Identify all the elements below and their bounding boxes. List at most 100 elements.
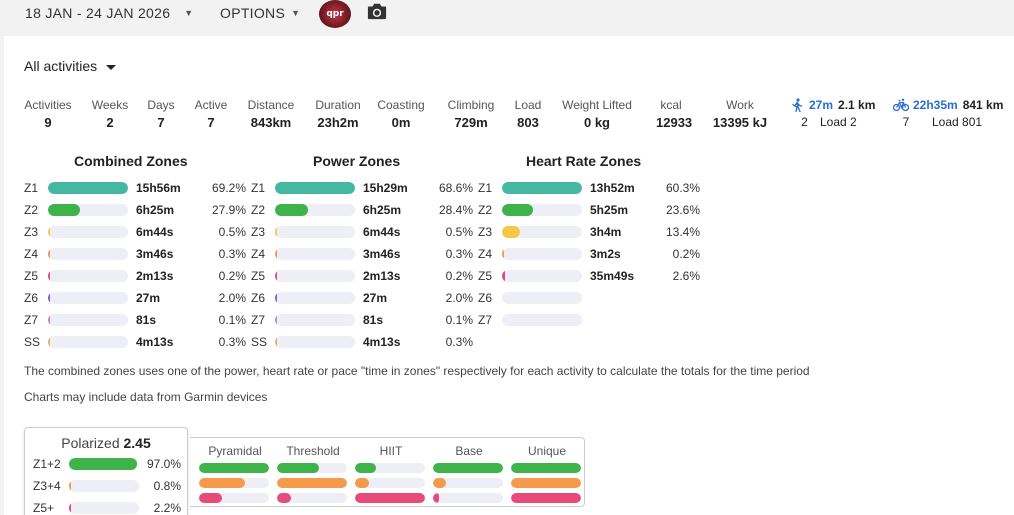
training-type-bar-fill xyxy=(355,463,376,473)
zone-bar xyxy=(502,292,582,304)
training-type-bar-fill xyxy=(199,478,246,488)
zone-label: Z3 xyxy=(478,225,493,239)
zone-percent: 0.2% xyxy=(218,269,246,283)
zone-label: Z6 xyxy=(478,291,493,305)
zone-label: Z2 xyxy=(24,203,39,217)
training-type-bar-fill xyxy=(355,493,425,503)
caret-down-icon xyxy=(106,65,117,70)
zone-bar-fill xyxy=(502,182,582,194)
stat-weight-lifted: Weight Lifted 0 kg xyxy=(557,98,637,130)
combined-zones-note: The combined zones uses one of the power… xyxy=(24,364,810,378)
zone-percent: 2.0% xyxy=(445,291,473,305)
training-type-bar-fill xyxy=(277,493,291,503)
zone-percent: 0.5% xyxy=(218,225,246,239)
zone-time: 81s xyxy=(136,313,157,327)
zone-bar-fill xyxy=(275,182,355,194)
polarization-bar-fill xyxy=(69,502,71,514)
stat-load: Load 803 xyxy=(510,98,546,130)
stat-days: Days 7 xyxy=(141,98,181,130)
zone-bar-fill xyxy=(275,314,277,326)
zone-time: 6m44s xyxy=(136,225,174,239)
zone-percent: 13.4% xyxy=(665,225,700,239)
zone-bar-fill xyxy=(275,336,277,348)
zone-bar xyxy=(275,182,355,194)
date-range-label: 18 JAN - 24 JAN 2026 xyxy=(25,5,171,21)
zone-bar-fill xyxy=(275,292,278,304)
training-type-bar-fill xyxy=(511,463,581,473)
training-type-bar xyxy=(511,463,581,473)
stat-value: 2 xyxy=(106,115,114,130)
heart-zone-row: Z1 13h52m 60.3% xyxy=(478,177,700,199)
zone-time: 6h25m xyxy=(363,203,402,217)
sport-summary-walk[interactable]: 27m 2.1 km 2 Load 2 xyxy=(790,98,875,129)
walk-time: 27m xyxy=(809,98,834,112)
training-type-base: Base xyxy=(433,444,505,503)
stat-value: 0m xyxy=(391,115,411,130)
training-type-label: Threshold xyxy=(286,444,340,458)
activity-filter-dropdown[interactable]: All activities xyxy=(24,58,117,74)
combined-zone-row: Z1 15h56m 69.2% xyxy=(24,177,246,199)
training-type-bar xyxy=(199,478,269,488)
zone-bar-fill xyxy=(275,226,277,238)
training-type-bar xyxy=(277,493,347,503)
zone-time: 27m xyxy=(363,291,388,305)
stat-value: 843km xyxy=(250,115,292,130)
power-zone-row: Z3 6m44s 0.5% xyxy=(251,221,473,243)
zone-time: 35m49s xyxy=(590,269,635,283)
date-range-selector[interactable]: 18 JAN - 24 JAN 2026 ▼ xyxy=(25,5,194,21)
zone-label: Z4 xyxy=(24,247,39,261)
training-type-label: HIIT xyxy=(379,444,403,458)
training-types-panel: Pyramidal Threshold HIIT Base Unique xyxy=(190,437,585,507)
zone-label: Z5 xyxy=(478,269,493,283)
zone-bar xyxy=(502,204,582,216)
training-type-unique: Unique xyxy=(511,444,583,503)
zone-bar xyxy=(275,336,355,348)
zone-bar-fill xyxy=(48,336,50,348)
combined-zone-row: Z6 27m 2.0% xyxy=(24,287,246,309)
training-type-bar-fill xyxy=(511,493,581,503)
heart-zone-row: Z6 xyxy=(478,287,700,309)
zone-label: Z7 xyxy=(251,313,266,327)
zone-label: SS xyxy=(24,335,41,349)
stat-label: Work xyxy=(726,98,754,112)
stat-label: Distance xyxy=(247,98,295,112)
training-type-bar xyxy=(277,478,347,488)
bike-load: Load 801 xyxy=(932,115,983,129)
walk-icon xyxy=(792,98,803,112)
activity-filter-label: All activities xyxy=(24,58,98,74)
power-zone-row: Z6 27m 2.0% xyxy=(251,287,473,309)
combined-zone-row: SS 4m13s 0.3% xyxy=(24,331,246,353)
training-type-pyramidal: Pyramidal xyxy=(199,444,271,503)
sport-summary-bike[interactable]: 22h35m 841 km 7 Load 801 xyxy=(893,98,1003,129)
zone-label: Z4 xyxy=(478,247,493,261)
stat-label: Weeks xyxy=(91,98,129,112)
camera-icon[interactable] xyxy=(366,1,388,21)
zone-label: Z2 xyxy=(478,203,493,217)
combined-zone-row: Z4 3m46s 0.3% xyxy=(24,243,246,265)
zone-time: 6m44s xyxy=(363,225,401,239)
zone-bar xyxy=(48,336,128,348)
stat-activities: Activities 9 xyxy=(24,98,72,130)
zone-bar-fill xyxy=(48,204,81,216)
zone-time: 2m13s xyxy=(363,269,401,283)
walk-load: Load 2 xyxy=(820,115,857,129)
stat-value: 0 kg xyxy=(583,115,610,130)
stat-label: Weight Lifted xyxy=(562,98,632,112)
zone-time: 6h25m xyxy=(136,203,175,217)
power-zone-row: Z2 6h25m 28.4% xyxy=(251,199,473,221)
bike-icon xyxy=(893,98,909,112)
stat-coasting: Coasting 0m xyxy=(374,98,428,130)
stat-weeks: Weeks 2 xyxy=(88,98,132,130)
options-menu-button[interactable]: OPTIONS ▼ xyxy=(220,5,300,21)
stat-climbing: Climbing 729m xyxy=(445,98,497,130)
zone-bar-fill xyxy=(48,226,50,238)
garmin-note: Charts may include data from Garmin devi… xyxy=(24,390,268,404)
zone-percent: 68.6% xyxy=(438,181,473,195)
training-type-bar xyxy=(277,463,347,473)
zone-bar xyxy=(502,248,582,260)
training-type-bar-fill xyxy=(199,493,223,503)
bike-count: 7 xyxy=(902,115,910,129)
stat-value: 803 xyxy=(517,115,539,130)
zone-bar xyxy=(275,292,355,304)
avatar[interactable]: qpr xyxy=(319,0,351,28)
